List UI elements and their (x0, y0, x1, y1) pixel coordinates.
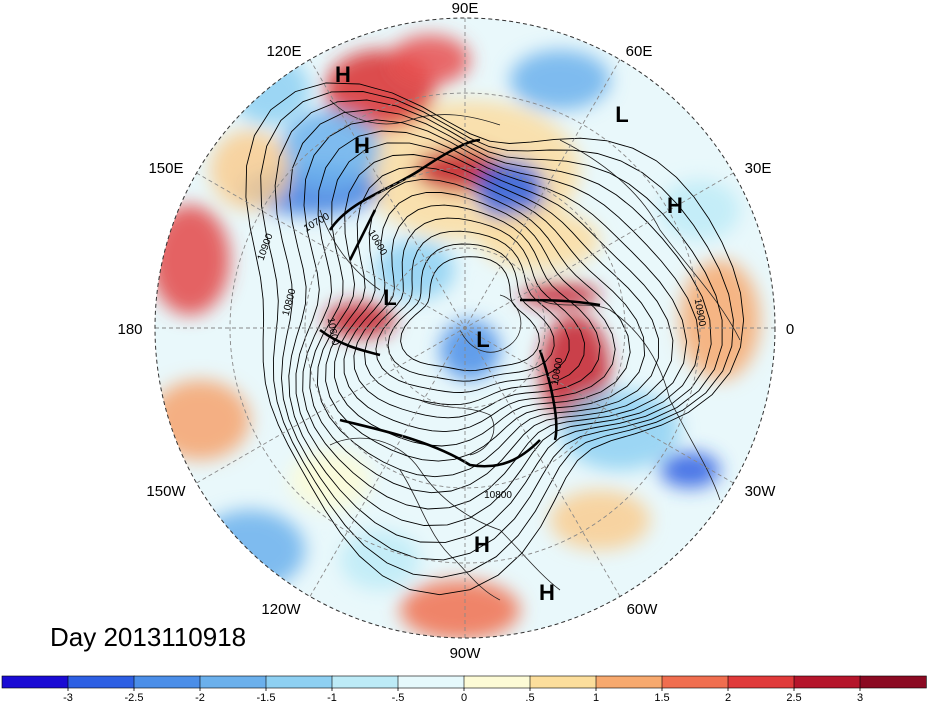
jet-streaks (319, 138, 601, 468)
low-pressure-marker: L (383, 285, 396, 310)
graticule (155, 18, 775, 638)
lon-label-120w: 120W (261, 601, 301, 618)
pressure-centers: H H L H L L H H (335, 62, 683, 605)
colorbar-tick-label: 2.5 (786, 692, 801, 702)
colorbar-tick-label: 1.5 (654, 692, 669, 702)
longitude-labels: 90E 120E 60E 150E 30E 180 0 150W 30W 120… (117, 0, 794, 662)
colorbar-tick-label: -2.5 (125, 692, 144, 702)
lon-label-30e: 30E (745, 160, 772, 177)
colorbar-tick-label: -2 (195, 692, 205, 702)
high-pressure-marker: H (335, 62, 351, 87)
high-pressure-marker: H (539, 580, 555, 605)
map-boundary (154, 17, 776, 639)
colorbar-tick-label: -3 (63, 692, 73, 702)
low-pressure-marker: L (476, 327, 489, 352)
colorbar-swatch (331, 675, 399, 689)
contour-label: 10600 (550, 356, 566, 386)
lon-label-150w: 150W (146, 483, 186, 500)
high-pressure-marker: H (667, 193, 683, 218)
geopotential-contours (245, 82, 745, 596)
contour-label: 10600 (325, 317, 341, 347)
contour-label: 10800 (484, 490, 512, 501)
low-pressure-marker: L (615, 102, 628, 127)
colorbar-swatch (661, 675, 729, 689)
lon-label-180: 180 (117, 321, 142, 338)
colorbar-swatch (1, 675, 69, 689)
lon-label-90w: 90W (450, 645, 482, 662)
colorbar-tick-label: 3 (857, 692, 863, 702)
colorbar-swatch (859, 675, 927, 689)
colorbar-tick-label: 1 (593, 692, 599, 702)
plot-title: Day 2013110918 (50, 622, 246, 652)
map-disk (154, 17, 776, 639)
lon-label-30w: 30W (745, 483, 777, 500)
lon-label-0: 0 (786, 321, 794, 338)
colorbar-swatch (463, 675, 531, 689)
lon-label-120e: 120E (266, 43, 301, 60)
colorbar-swatch (265, 675, 333, 689)
lon-label-90e: 90E (452, 0, 479, 17)
contour-label: 10900 (692, 298, 708, 328)
colorbar-swatch (595, 675, 663, 689)
colorbar-tick-label: -1 (327, 692, 337, 702)
colorbar-swatch (199, 675, 267, 689)
high-pressure-marker: H (354, 133, 370, 158)
colorbar-tick-label: -.5 (392, 692, 405, 702)
high-pressure-marker: H (474, 532, 490, 557)
colorbar-tick-label: 0 (461, 692, 467, 702)
colorbar-swatch (397, 675, 465, 689)
lon-label-60w: 60W (627, 601, 659, 618)
colorbar-tick-label: 2 (725, 692, 731, 702)
colorbar-swatch (727, 675, 795, 689)
lon-label-60e: 60E (626, 43, 653, 60)
lon-label-150e: 150E (148, 160, 183, 177)
colorbar-tick-label: -1.5 (257, 692, 276, 702)
colorbar: -3 -2.5 -2 -1.5 -1 -.5 0 .5 1 1.5 2 2.5 3 (1, 675, 927, 702)
colorbar-swatch (529, 675, 597, 689)
colorbar-tick-label: .5 (525, 692, 534, 702)
colorbar-swatch (67, 675, 135, 689)
colorbar-swatch (133, 675, 201, 689)
colorbar-swatch (793, 675, 861, 689)
coastlines (319, 99, 741, 601)
